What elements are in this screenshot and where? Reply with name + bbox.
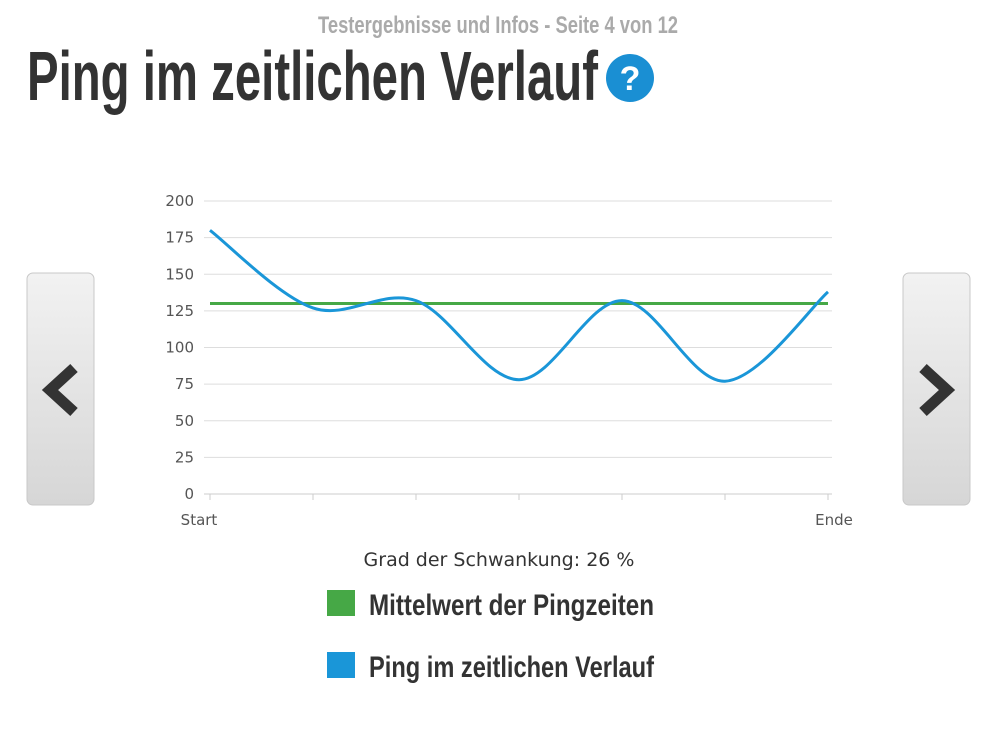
y-tick-label: 0 bbox=[184, 485, 194, 503]
help-button[interactable]: ? bbox=[606, 54, 654, 102]
button-bg bbox=[902, 272, 971, 506]
y-tick-label: 25 bbox=[175, 448, 194, 466]
x-tick-label: Start bbox=[181, 511, 218, 529]
x-tick-label: Ende bbox=[815, 511, 853, 529]
y-tick-label: 100 bbox=[165, 339, 194, 357]
next-button[interactable] bbox=[902, 272, 971, 506]
help-icon: ? bbox=[620, 60, 641, 98]
help-circle bbox=[606, 54, 654, 102]
series-line bbox=[209, 229, 829, 383]
chevron-left bbox=[41, 363, 78, 417]
y-tick-label: 175 bbox=[165, 229, 194, 247]
page-title: Ping im zeitlichen Verlauf bbox=[27, 37, 598, 115]
legend-swatch bbox=[327, 652, 355, 678]
subtitle: Testergebnisse und Infos - Seite 4 von 1… bbox=[318, 12, 678, 39]
chevron-right bbox=[919, 363, 956, 417]
chart: 0 25 50 75 100 125 150 175 200 Start Ende bbox=[165, 192, 853, 529]
y-tick-label: 200 bbox=[165, 192, 194, 210]
legend-swatch bbox=[327, 590, 355, 616]
y-tick-label: 125 bbox=[165, 302, 194, 320]
legend: Mittelwert der Pingzeiten Ping im zeitlic… bbox=[327, 589, 655, 684]
y-tick-label: 50 bbox=[175, 412, 194, 430]
legend-label: Mittelwert der Pingzeiten bbox=[369, 589, 654, 622]
prev-button[interactable] bbox=[26, 272, 95, 506]
statistic: Grad der Schwankung: 26 % bbox=[364, 549, 635, 571]
legend-label: Ping im zeitlichen Verlauf bbox=[369, 651, 655, 684]
y-tick-label: 150 bbox=[165, 265, 194, 283]
y-tick-label: 75 bbox=[175, 375, 194, 393]
button-bg bbox=[26, 272, 95, 506]
